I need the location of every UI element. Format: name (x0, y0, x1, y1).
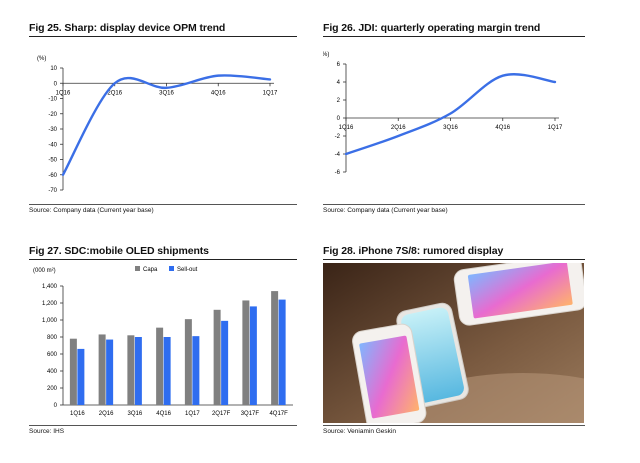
x-tick-label: 3Q16 (443, 125, 458, 131)
legend-swatch (169, 266, 174, 271)
y-tick-label: 6 (337, 62, 341, 68)
bar-capa (271, 291, 279, 405)
bar-sell-out (221, 320, 229, 405)
source-note: Source: Veniamin Geskin (323, 428, 396, 435)
y-tick-label: 1,400 (42, 284, 58, 290)
bar-capa (69, 338, 77, 405)
source-rule (323, 204, 585, 205)
bar-sell-out (192, 336, 200, 405)
x-tick-label: 1Q17 (185, 411, 200, 417)
y-tick-label: 400 (47, 369, 58, 375)
bar-capa (127, 335, 135, 405)
x-tick-label: 2Q17F (212, 411, 231, 417)
x-tick-label: 1Q16 (70, 411, 85, 417)
source-rule (323, 425, 585, 426)
bar-sell-out (249, 306, 257, 405)
x-tick-label: 4Q16 (495, 125, 510, 131)
series-line (344, 73, 557, 156)
bar-sell-out (278, 299, 286, 405)
bar-capa (213, 309, 221, 405)
bar-sell-out (134, 337, 142, 405)
iphone-photo (323, 263, 584, 423)
y-tick-label: 4 (337, 80, 341, 86)
x-tick-label: 3Q16 (128, 411, 143, 417)
y-tick-label: 600 (47, 352, 58, 358)
y-unit-label: (%) (323, 52, 329, 58)
x-tick-label: 2Q16 (99, 411, 114, 417)
y-tick-label: -60 (48, 173, 57, 179)
bar-capa (98, 334, 106, 405)
iphone-photo-illustration (323, 263, 584, 423)
operating-margin-line-chart: (%) 6 4 2 0 -2 -4 -6 1Q16 2Q16 3Q16 4Q16 1Q17 (323, 52, 563, 176)
title-rule (323, 259, 585, 260)
y-tick-label: 800 (47, 335, 58, 341)
y-tick-label: 1,000 (42, 318, 58, 324)
bar-capa (156, 327, 164, 405)
x-tick-label: 4Q16 (156, 411, 171, 417)
y-tick-label: -2 (335, 134, 341, 140)
x-tick-label: 3Q17F (241, 411, 260, 417)
bar-capa (242, 300, 250, 405)
title-rule (29, 36, 297, 37)
legend-swatch (135, 266, 140, 271)
title-rule (29, 259, 297, 260)
x-tick-label: 1Q17 (263, 90, 278, 96)
figure-title: Fig 25. Sharp: display device OPM trend (29, 22, 226, 34)
y-tick-label: -40 (48, 142, 57, 148)
series-line (61, 74, 272, 176)
source-note: Source: IHS (29, 428, 65, 435)
y-tick-label: 200 (47, 386, 58, 392)
x-tick-label: 1Q16 (339, 125, 354, 131)
x-tick-label: 4Q17F (269, 411, 288, 417)
y-tick-label: -6 (335, 170, 341, 176)
legend-label: Capa (143, 267, 158, 273)
y-unit-label: (%) (37, 56, 46, 62)
y-tick-label: 2 (337, 98, 341, 104)
oled-shipments-bar-chart: (000 m²) Capa Sell-out 1,400 1,200 1,000 800 60… (33, 266, 293, 417)
bar-sell-out (77, 348, 85, 405)
y-tick-label: -70 (48, 188, 57, 194)
x-tick-label: 4Q16 (211, 90, 226, 96)
x-tick-label: 3Q16 (159, 90, 174, 96)
figure-title: Fig 28. iPhone 7S/8: rumored display (323, 245, 504, 257)
y-tick-label: -50 (48, 158, 57, 164)
y-tick-label: -10 (48, 97, 57, 103)
y-tick-label: -20 (48, 112, 57, 118)
y-tick-label: 1,200 (42, 301, 58, 307)
source-note: Source: Company data (Current year base) (323, 207, 448, 214)
title-rule (323, 36, 585, 37)
y-tick-label: 10 (50, 66, 57, 72)
legend-label: Sell-out (177, 267, 198, 273)
x-tick-label: 1Q16 (56, 90, 71, 96)
x-tick-label: 2Q16 (391, 125, 406, 131)
y-tick-label: 0 (337, 116, 341, 122)
figure-title: Fig 26. JDI: quarterly operating margin … (323, 22, 541, 34)
x-tick-label: 1Q17 (548, 125, 563, 131)
y-tick-label: 0 (54, 81, 58, 87)
source-rule (29, 425, 297, 426)
source-note: Source: Company data (Current year base) (29, 207, 154, 214)
bar-capa (184, 319, 192, 405)
opm-line-chart: (%) 10 0 -10 -20 -30 -40 -50 -60 -70 1Q16 2Q16 3Q16 4… (37, 56, 278, 194)
y-tick-label: 0 (54, 403, 58, 409)
y-unit-label: (000 m²) (33, 268, 56, 274)
y-tick-label: -4 (335, 152, 341, 158)
bar-sell-out (106, 339, 114, 405)
x-tick-label: 2Q16 (107, 90, 122, 96)
y-tick-label: -30 (48, 127, 57, 133)
figure-title: Fig 27. SDC:mobile OLED shipments (29, 245, 209, 257)
source-rule (29, 204, 297, 205)
bar-sell-out (163, 337, 171, 405)
